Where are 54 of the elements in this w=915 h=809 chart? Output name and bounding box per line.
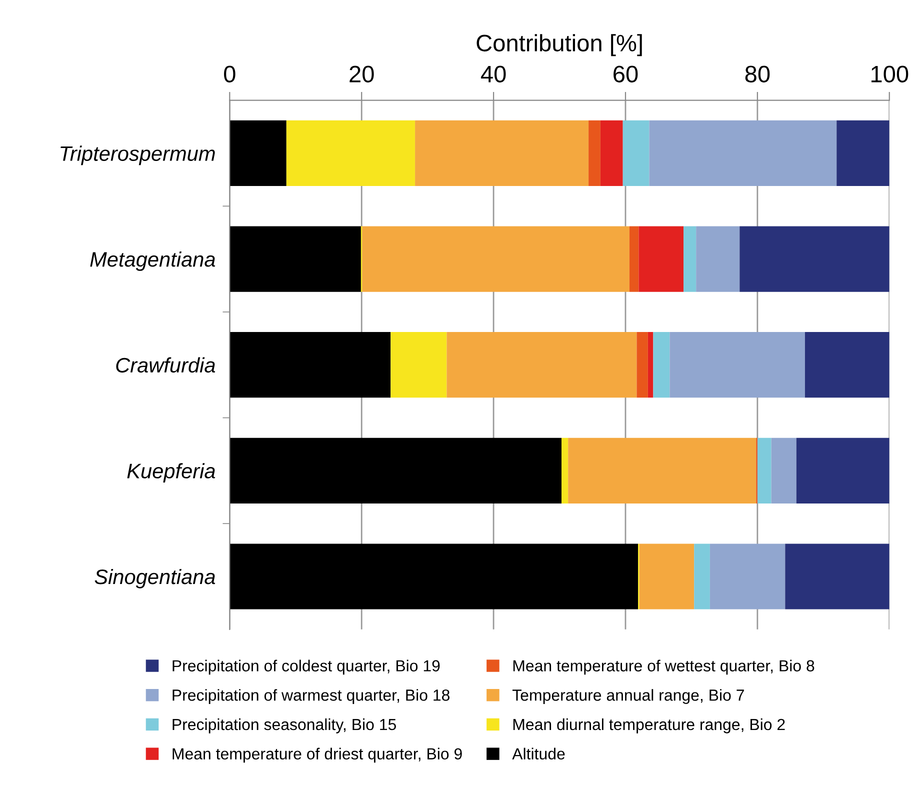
bar xyxy=(588,120,600,186)
bar xyxy=(757,438,772,504)
legend-label: Precipitation of warmest quarter, Bio 18 xyxy=(172,689,450,704)
y-tick-label: Sinogentiana xyxy=(94,568,216,588)
x-tick-label: 80 xyxy=(745,66,770,82)
bar xyxy=(740,226,890,292)
bar xyxy=(653,332,670,398)
bar xyxy=(230,438,562,504)
bar xyxy=(622,120,650,186)
bar xyxy=(600,120,623,186)
bar xyxy=(836,120,890,186)
bar xyxy=(629,226,639,292)
bar xyxy=(694,544,710,610)
bar xyxy=(568,438,756,504)
legend-label: Precipitation of coldest quarter, Bio 19 xyxy=(172,660,440,675)
y-tick-label: Tripterospermum xyxy=(60,146,215,166)
bar xyxy=(639,544,694,610)
bar xyxy=(636,332,648,398)
y-tick-label: Kuepferia xyxy=(127,463,216,483)
bar xyxy=(796,438,890,504)
bar xyxy=(710,544,786,610)
bar xyxy=(230,544,638,610)
y-tick-label: Metagentiana xyxy=(90,251,216,271)
bar xyxy=(362,226,630,292)
legend-label: Precipitation seasonality, Bio 15 xyxy=(172,718,396,734)
bar xyxy=(670,332,805,398)
bar xyxy=(804,332,890,398)
x-tick-label: 60 xyxy=(614,66,638,82)
bar xyxy=(649,120,837,186)
x-tick-label: 100 xyxy=(871,66,908,82)
bar xyxy=(390,332,447,398)
bar xyxy=(648,332,654,398)
legend-label: Mean temperature of driest quarter, Bio 9 xyxy=(172,748,462,763)
x-tick-label: 0 xyxy=(224,66,236,82)
bar xyxy=(785,544,890,610)
bar xyxy=(415,120,589,186)
bar xyxy=(638,226,684,292)
bar xyxy=(771,438,796,504)
legend-label: Altitude xyxy=(512,748,565,760)
bar xyxy=(684,226,696,292)
y-tick-label: Crawfurdia xyxy=(116,357,216,373)
x-tick-label: 40 xyxy=(480,66,506,82)
legend-label: Mean temperature of wettest quarter, Bio 8 xyxy=(513,660,814,675)
x-tick-label: 20 xyxy=(350,66,374,82)
bar xyxy=(286,120,416,186)
legend-label: Temperature annual range, Bio 7 xyxy=(512,689,744,704)
bar xyxy=(446,332,637,398)
x-axis-title: Contribution [%] xyxy=(476,34,642,56)
bar xyxy=(230,226,361,292)
legend-label: Mean diurnal temperature range, Bio 2 xyxy=(513,718,785,734)
bar xyxy=(230,120,286,186)
bar xyxy=(230,332,391,398)
bar xyxy=(696,226,740,292)
bar xyxy=(562,438,568,504)
